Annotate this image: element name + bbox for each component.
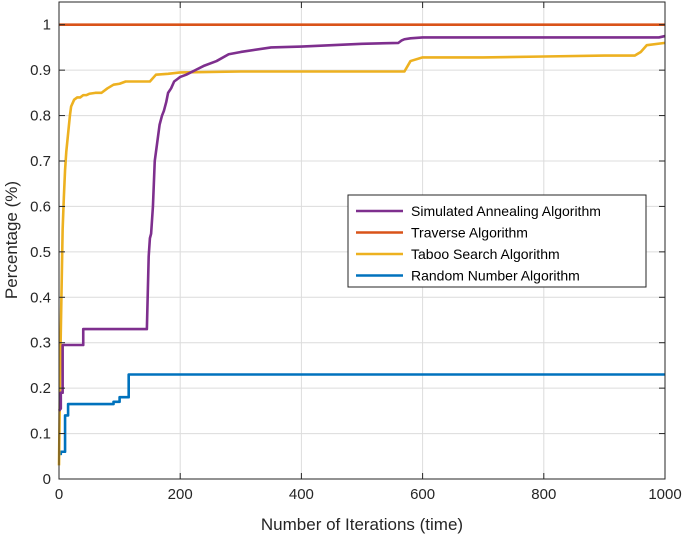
- y-tick-label: 0.7: [30, 153, 51, 170]
- legend-label: Random Number Algorithm: [411, 268, 580, 284]
- x-tick-label: 1000: [648, 486, 681, 503]
- series-layer: [57, 23, 666, 466]
- legend: Simulated Annealing Algorithm Traverse Al…: [347, 194, 647, 288]
- series-line-random-number-algorithm: [59, 373, 665, 456]
- legend-label: Traverse Algorithm: [411, 225, 528, 241]
- grid-lines: [58, 2, 666, 480]
- plot-frame: [58, 1, 666, 480]
- x-tick-label: 800: [531, 486, 556, 503]
- y-tick-label: 0.5: [30, 244, 51, 261]
- legend-label: Simulated Annealing Algorithm: [411, 203, 601, 219]
- y-tick-label: 1: [43, 17, 51, 34]
- y-axis-label: Percentage (%): [2, 181, 21, 299]
- x-tick-label: 0: [55, 486, 63, 503]
- y-tick-label: 0.1: [30, 426, 51, 443]
- y-tick-label: 0.8: [30, 108, 51, 125]
- series-line-taboo-search-algorithm: [57, 41, 666, 466]
- x-tick-label: 600: [410, 486, 435, 503]
- x-tick-label: 400: [289, 486, 314, 503]
- y-tick-label: 0: [43, 471, 51, 488]
- y-tick-label: 0.6: [30, 198, 51, 215]
- legend-label: Taboo Search Algorithm: [411, 246, 560, 262]
- y-tick-label: 0.4: [30, 289, 51, 306]
- x-axis-label: Number of Iterations (time): [261, 515, 463, 534]
- y-tick-label: 0.9: [30, 62, 51, 79]
- x-tick-label: 200: [168, 486, 193, 503]
- series-line-simulated-annealing-algorithm: [57, 34, 666, 412]
- axis-ticks: 0 200 400 600 800 1000 0 0.1 0.2 0.3 0.4 0.5 0.6 0.7 0…: [30, 2, 682, 503]
- y-tick-label: 0.2: [30, 380, 51, 397]
- y-tick-label: 0.3: [30, 335, 51, 352]
